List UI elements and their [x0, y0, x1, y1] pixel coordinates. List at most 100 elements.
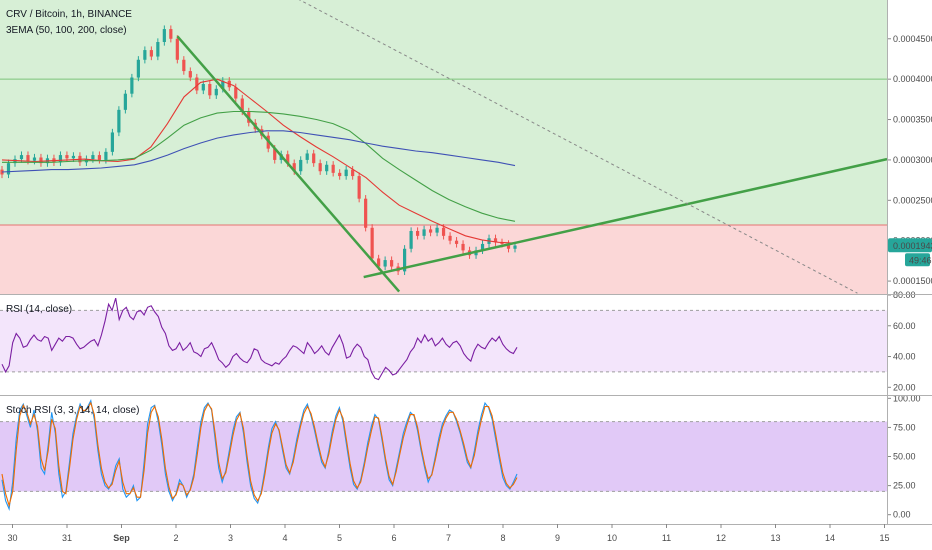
- oscillator-band: [0, 421, 887, 492]
- candle-body: [6, 163, 11, 175]
- candle-body: [318, 163, 322, 172]
- candle-body: [71, 155, 76, 159]
- candle-body: [331, 164, 335, 173]
- candle-body: [240, 98, 244, 112]
- candle-body: [195, 77, 199, 91]
- last-price-label: 0.0001943: [893, 241, 932, 251]
- x-tick-label: 5: [337, 533, 342, 543]
- candle-body: [448, 235, 452, 241]
- x-tick-label: 14: [825, 533, 835, 543]
- x-tick-label: 10: [607, 533, 617, 543]
- x-tick-label: 15: [879, 533, 889, 543]
- price-tick-label: 0.0004000: [893, 74, 932, 84]
- oscillator-scale-bg: [887, 295, 932, 395]
- x-tick-label: 4: [282, 533, 287, 543]
- x-tick-label: 8: [500, 533, 505, 543]
- candle-body: [149, 50, 153, 57]
- price-tick-label: 0.0004500: [893, 34, 932, 44]
- candle-body: [409, 231, 413, 249]
- oscillator-title: RSI (14, close): [6, 304, 72, 315]
- candle-body: [403, 248, 407, 272]
- oscillator-tick-label: 75.00: [893, 422, 916, 432]
- oscillator-tick-label: 0.00: [893, 510, 911, 520]
- price-tick-label: 0.0002500: [893, 195, 932, 205]
- candle-body: [383, 260, 387, 267]
- candle-body: [441, 227, 446, 236]
- oscillator-line-2: [1, 401, 518, 508]
- candle-body: [461, 243, 465, 251]
- ema-indicator-label: 3EMA (50, 100, 200, close): [6, 25, 127, 36]
- ema-line-3: [1, 130, 516, 173]
- oscillator-title: Stoch RSI (3, 3, 14, 14, close): [6, 405, 139, 416]
- candle-body: [156, 42, 160, 57]
- candle-body: [182, 59, 186, 72]
- zone-resistance: [0, 0, 887, 246]
- candle-body: [188, 71, 192, 78]
- candle-body: [292, 163, 296, 172]
- candle-body: [130, 77, 134, 94]
- candle-body: [110, 132, 114, 152]
- candle-body: [273, 148, 277, 160]
- x-tick-label: 13: [770, 533, 780, 543]
- countdown-label: 49:46: [909, 255, 932, 265]
- candle-body: [428, 229, 433, 233]
- candle-body: [97, 155, 102, 160]
- candle-body: [0, 169, 4, 175]
- candle-body: [117, 109, 121, 133]
- candle-body: [19, 155, 24, 160]
- candle-body: [351, 169, 355, 177]
- candle-body: [480, 243, 485, 251]
- oscillator-scale-bg: [887, 396, 932, 524]
- price-tick-label: 0.0003500: [893, 115, 932, 125]
- candle-body: [506, 243, 511, 249]
- x-tick-label: Sep: [113, 533, 130, 543]
- price-tick-label: 0.0003000: [893, 155, 932, 165]
- trendline-1: [176, 35, 401, 293]
- candle-body: [214, 88, 218, 96]
- oscillator-tick-label: 60.00: [893, 321, 916, 331]
- candle-body: [162, 29, 166, 42]
- oscillator-tick-label: 50.00: [893, 452, 916, 462]
- last-price-badge: [888, 238, 932, 253]
- ema-line-2: [2, 110, 516, 222]
- chart-title: CRV / Bitcoin, 1h, BINANCE: [6, 9, 132, 20]
- price-tick-label: 0.0001500: [893, 276, 932, 286]
- candle-body: [136, 59, 140, 78]
- candle-body: [338, 172, 342, 177]
- candle-body: [208, 84, 212, 96]
- candle-body: [299, 159, 303, 172]
- candle-body: [58, 155, 63, 163]
- candle-body: [325, 164, 329, 172]
- candle-body: [364, 198, 368, 228]
- candle-body: [493, 238, 498, 243]
- candle-body: [454, 240, 459, 244]
- candle-body: [415, 231, 420, 236]
- candle-body: [305, 153, 309, 160]
- x-tick-label: 7: [446, 533, 451, 543]
- x-tick-label: 2: [173, 533, 178, 543]
- candle-body: [32, 157, 37, 161]
- candle-body: [422, 229, 426, 236]
- candle-body: [312, 153, 316, 164]
- oscillator-tick-label: 40.00: [893, 352, 916, 362]
- x-tick-label: 31: [62, 533, 72, 543]
- candle-body: [65, 155, 69, 159]
- candle-body: [390, 260, 394, 267]
- candle-body: [39, 157, 43, 164]
- candle-body: [13, 159, 17, 164]
- oscillator-tick-label: 100.00: [893, 393, 921, 403]
- countdown-badge: [905, 253, 930, 267]
- candle-body: [104, 151, 108, 160]
- candle-body: [357, 176, 361, 199]
- candle-body: [169, 29, 173, 39]
- x-tick-label: 6: [391, 533, 396, 543]
- oscillator-tick-label: 20.00: [893, 382, 916, 392]
- candle-body: [370, 227, 374, 259]
- candle-body: [26, 155, 30, 161]
- candle-body: [234, 87, 238, 99]
- candle-body: [377, 258, 381, 267]
- candle-body: [513, 245, 517, 249]
- oscillator-band: [0, 310, 887, 372]
- candle-body: [91, 155, 95, 160]
